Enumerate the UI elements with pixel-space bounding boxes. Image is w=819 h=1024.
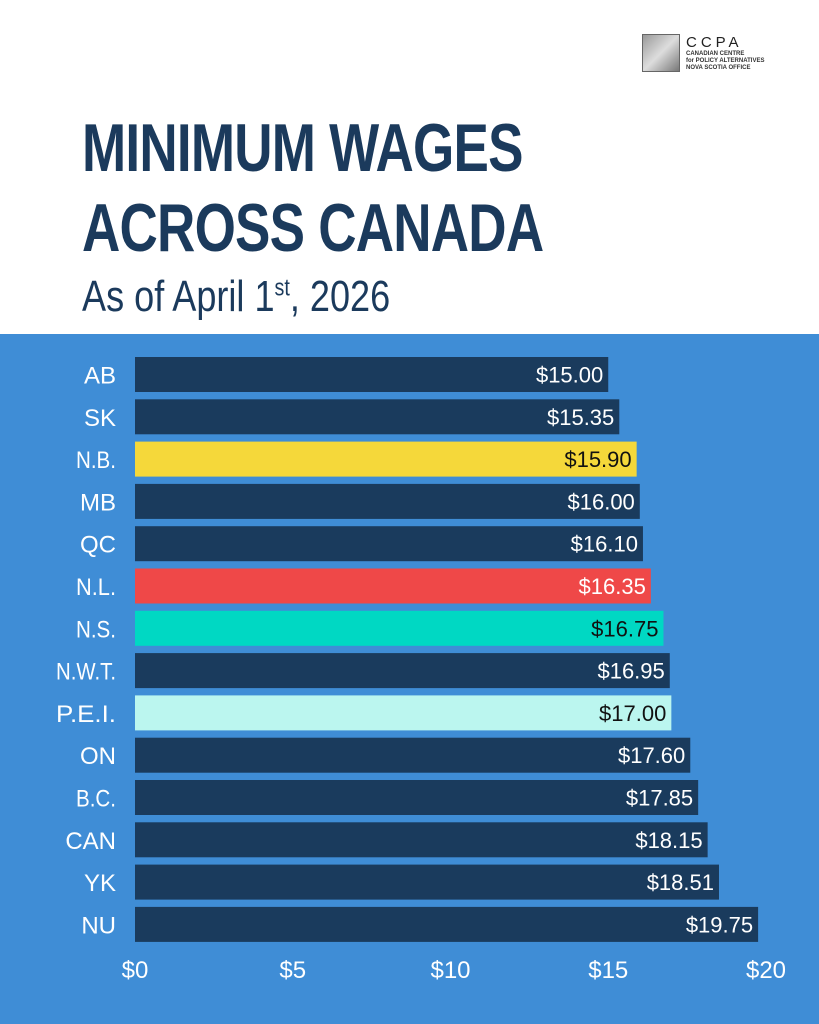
x-tick-label: $0 xyxy=(122,957,149,984)
category-label: N.B. xyxy=(76,447,116,474)
bar xyxy=(135,864,719,900)
title-line: ACROSS CANADA xyxy=(82,190,544,266)
maple-leaf-logo-icon xyxy=(642,34,680,72)
category-label: ON xyxy=(80,743,116,770)
category-label: N.S. xyxy=(76,616,116,643)
value-label: $16.00 xyxy=(568,489,635,514)
value-label: $19.75 xyxy=(686,912,753,937)
logo-line: CANADIAN CENTRE xyxy=(686,51,745,57)
category-label: NU xyxy=(81,912,116,939)
category-label: SK xyxy=(84,405,116,432)
logo-line: for POLICY ALTERNATIVES xyxy=(686,58,765,64)
bar xyxy=(135,906,759,942)
value-label: $15.00 xyxy=(536,363,603,388)
value-label: $16.95 xyxy=(597,659,664,684)
x-tick-label: $20 xyxy=(746,957,786,984)
value-label: $17.85 xyxy=(626,786,693,811)
bar xyxy=(135,483,640,519)
value-label: $17.00 xyxy=(599,701,666,726)
value-label: $17.60 xyxy=(618,743,685,768)
bar xyxy=(135,737,691,773)
bar xyxy=(135,780,699,815)
category-label: YK xyxy=(84,870,116,897)
x-tick-label: $10 xyxy=(430,957,470,984)
bar xyxy=(135,441,637,477)
subtitle-suffix: , 2026 xyxy=(289,272,391,321)
ccpa-logo: CCPA CANADIAN CENTRE for POLICY ALTERNAT… xyxy=(642,34,764,72)
logo-line: NOVA SCOTIA OFFICE xyxy=(686,65,751,71)
value-label: $16.75 xyxy=(591,616,658,641)
value-label: $18.15 xyxy=(635,828,702,853)
subtitle-sup: st xyxy=(274,274,290,302)
value-label: $15.35 xyxy=(547,405,614,430)
value-label: $18.51 xyxy=(647,870,714,895)
value-label: $16.35 xyxy=(579,574,646,599)
bar xyxy=(135,399,620,435)
category-label: N.W.T. xyxy=(56,659,116,686)
header-area xyxy=(0,0,819,334)
chart-title: MINIMUM WAGES ACROSS CANADA xyxy=(82,108,544,268)
x-tick-label: $5 xyxy=(279,957,306,984)
x-tick-label: $15 xyxy=(588,957,628,984)
category-label: P.E.I. xyxy=(56,701,116,728)
value-label: $16.10 xyxy=(571,532,638,557)
title-line: MINIMUM WAGES xyxy=(82,110,523,186)
category-label: CAN xyxy=(65,828,116,855)
bar xyxy=(135,610,664,646)
bar xyxy=(135,568,651,604)
bar xyxy=(135,822,708,858)
value-label: $15.90 xyxy=(564,447,631,472)
bar xyxy=(135,526,643,562)
bar xyxy=(135,695,672,731)
logo-name: CCPA xyxy=(686,34,743,51)
bar xyxy=(135,357,609,392)
category-label: AB xyxy=(84,363,116,390)
category-label: N.L. xyxy=(76,574,116,601)
category-label: MB xyxy=(80,489,116,516)
category-label: QC xyxy=(80,532,116,559)
subtitle-prefix: As of April 1 xyxy=(82,272,275,321)
category-label: B.C. xyxy=(76,786,116,813)
chart-subtitle: As of April 1st, 2026 xyxy=(82,272,390,322)
bar xyxy=(135,653,670,689)
